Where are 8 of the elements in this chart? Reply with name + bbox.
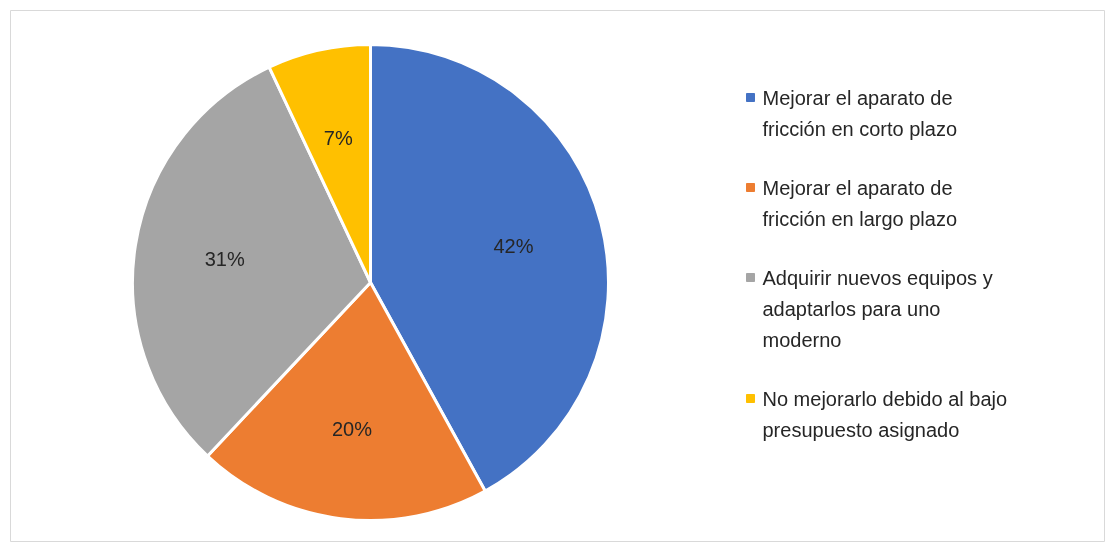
legend-label: No mejorarlo debido al bajo presupuesto asignado xyxy=(762,387,1008,441)
data-label: 20% xyxy=(331,417,373,440)
legend-label: Mejorar el aparato de fricción en corto plazo xyxy=(762,86,958,140)
data-label: 42% xyxy=(493,234,534,257)
data-label: 31% xyxy=(204,248,245,271)
legend-label: Adquirir nuevos equipos y adaptarlos para uno moderno xyxy=(762,266,993,351)
data-label: 7% xyxy=(323,127,353,150)
legend-label: Mejorar el aparato de fricción en largo plazo xyxy=(762,176,958,230)
